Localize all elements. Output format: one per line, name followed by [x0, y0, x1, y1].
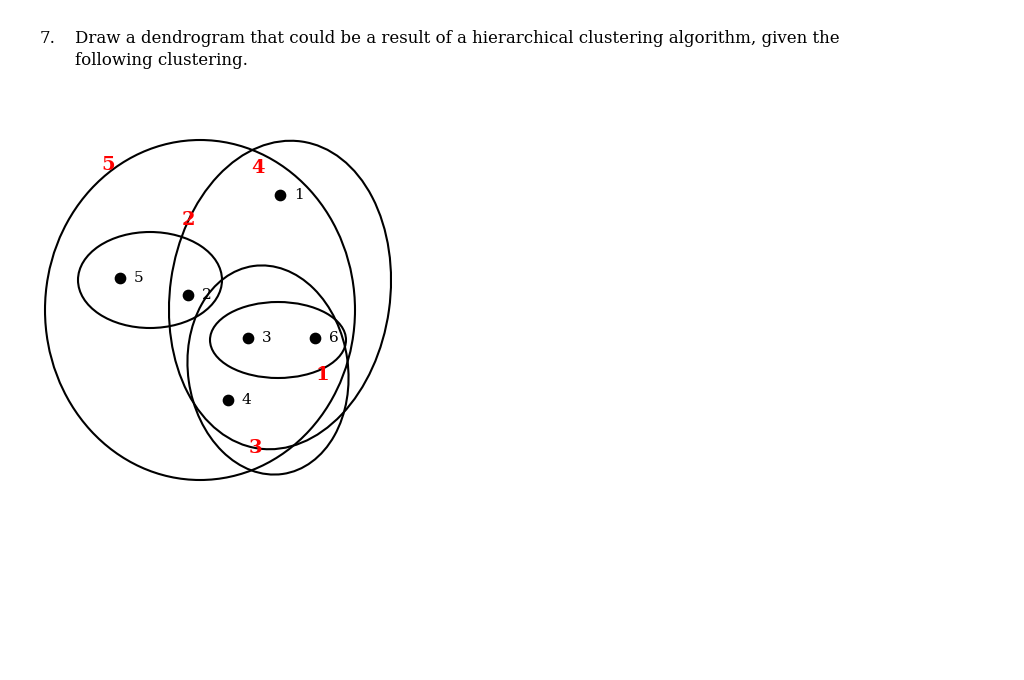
Point — [220, 394, 237, 405]
Text: 7.: 7. — [40, 30, 56, 47]
Text: 2: 2 — [202, 288, 212, 302]
Text: 1: 1 — [315, 366, 329, 384]
Text: 3: 3 — [248, 439, 262, 457]
Text: following clustering.: following clustering. — [75, 52, 248, 69]
Text: 5: 5 — [134, 271, 143, 285]
Text: 1: 1 — [294, 188, 304, 202]
Text: 3: 3 — [262, 331, 271, 345]
Point — [240, 333, 256, 343]
Point — [180, 290, 197, 301]
Text: 2: 2 — [181, 211, 195, 229]
Text: Draw a dendrogram that could be a result of a hierarchical clustering algorithm,: Draw a dendrogram that could be a result… — [75, 30, 840, 47]
Text: 6: 6 — [329, 331, 339, 345]
Point — [112, 273, 128, 284]
Text: 4: 4 — [251, 159, 265, 177]
Text: 5: 5 — [101, 156, 115, 174]
Point — [307, 333, 324, 343]
Point — [271, 190, 288, 201]
Text: 4: 4 — [242, 393, 252, 407]
